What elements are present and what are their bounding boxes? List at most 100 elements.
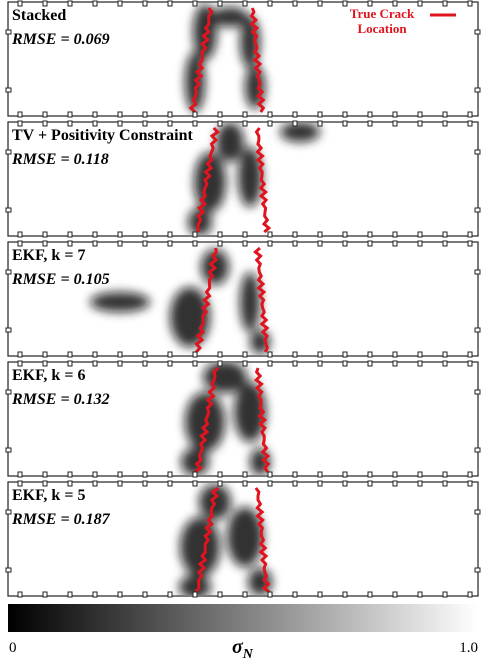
electrode bbox=[68, 112, 72, 117]
panel-title: EKF, k = 7 bbox=[12, 247, 85, 264]
electrode bbox=[318, 592, 322, 597]
electrode bbox=[443, 121, 447, 126]
electrode bbox=[18, 361, 22, 366]
electrode bbox=[475, 448, 480, 452]
electrode bbox=[68, 592, 72, 597]
electrode bbox=[118, 232, 122, 237]
electrode bbox=[468, 352, 472, 357]
electrode bbox=[243, 481, 247, 486]
electrode bbox=[118, 1, 122, 6]
electrode bbox=[168, 241, 172, 246]
electrode bbox=[6, 270, 11, 274]
electrode bbox=[443, 1, 447, 6]
electrode bbox=[393, 241, 397, 246]
electrode bbox=[68, 472, 72, 477]
electrode bbox=[18, 481, 22, 486]
electrode bbox=[93, 481, 97, 486]
colorbar-max: 1.0 bbox=[459, 640, 478, 656]
electrode bbox=[143, 1, 147, 6]
electrode bbox=[243, 592, 247, 597]
electrode bbox=[18, 241, 22, 246]
electrode bbox=[243, 121, 247, 126]
panel-title: Stacked bbox=[12, 7, 66, 24]
dark-region bbox=[212, 7, 248, 27]
electrode bbox=[293, 112, 297, 117]
panel-metric: RMSE = 0.105 bbox=[11, 271, 110, 288]
colorbar-min: 0 bbox=[9, 640, 17, 656]
electrode bbox=[293, 121, 297, 126]
electrode bbox=[68, 232, 72, 237]
electrode bbox=[318, 481, 322, 486]
electrode bbox=[418, 232, 422, 237]
electrode bbox=[18, 232, 22, 237]
electrode bbox=[468, 592, 472, 597]
electrode bbox=[93, 472, 97, 477]
electrode bbox=[6, 568, 11, 572]
electrode bbox=[268, 1, 272, 6]
electrode bbox=[143, 472, 147, 477]
electrode bbox=[343, 1, 347, 6]
electrode bbox=[193, 121, 197, 126]
dark-region bbox=[240, 272, 260, 332]
electrode bbox=[268, 112, 272, 117]
electrode bbox=[293, 241, 297, 246]
electrode bbox=[268, 592, 272, 597]
electrode bbox=[268, 352, 272, 357]
electrode bbox=[43, 481, 47, 486]
electrode bbox=[318, 1, 322, 6]
electrode bbox=[143, 352, 147, 357]
electrode bbox=[193, 481, 197, 486]
electrode bbox=[443, 592, 447, 597]
electrode bbox=[343, 481, 347, 486]
electrode bbox=[418, 112, 422, 117]
electrode bbox=[418, 592, 422, 597]
electrode bbox=[118, 352, 122, 357]
electrode bbox=[368, 232, 372, 237]
electrode bbox=[443, 232, 447, 237]
electrode bbox=[68, 241, 72, 246]
panel: EKF, k = 6 RMSE = 0.132 bbox=[6, 361, 480, 477]
reconstruction bbox=[188, 122, 320, 236]
colorbar bbox=[8, 604, 478, 632]
electrode bbox=[68, 481, 72, 486]
electrode bbox=[68, 361, 72, 366]
electrode bbox=[68, 121, 72, 126]
electrode bbox=[293, 352, 297, 357]
electrode bbox=[18, 121, 22, 126]
panel-title: EKF, k = 5 bbox=[12, 487, 85, 504]
electrode bbox=[43, 472, 47, 477]
colorbar-label: σN bbox=[232, 636, 254, 662]
electrode bbox=[418, 361, 422, 366]
electrode bbox=[168, 112, 172, 117]
electrode bbox=[475, 208, 480, 212]
electrode bbox=[143, 121, 147, 126]
electrode bbox=[143, 241, 147, 246]
electrode bbox=[293, 472, 297, 477]
electrode bbox=[18, 1, 22, 6]
electrode bbox=[393, 121, 397, 126]
electrode bbox=[293, 592, 297, 597]
electrode bbox=[318, 112, 322, 117]
electrode bbox=[93, 121, 97, 126]
panel-title: EKF, k = 6 bbox=[12, 367, 85, 384]
electrode bbox=[68, 1, 72, 6]
electrode bbox=[193, 112, 197, 117]
electrode bbox=[18, 592, 22, 597]
electrode bbox=[6, 510, 11, 514]
electrode bbox=[268, 361, 272, 366]
panel-metric: RMSE = 0.132 bbox=[11, 391, 110, 408]
electrode bbox=[118, 472, 122, 477]
electrode bbox=[43, 241, 47, 246]
electrode bbox=[475, 88, 480, 92]
electrode bbox=[443, 352, 447, 357]
electrode bbox=[368, 481, 372, 486]
electrode bbox=[368, 592, 372, 597]
electrode bbox=[218, 592, 222, 597]
electrode bbox=[143, 361, 147, 366]
electrode bbox=[6, 448, 11, 452]
electrode bbox=[268, 481, 272, 486]
electrode bbox=[343, 232, 347, 237]
electrode bbox=[168, 232, 172, 237]
electrode bbox=[475, 328, 480, 332]
panel-metric: RMSE = 0.118 bbox=[11, 151, 109, 168]
